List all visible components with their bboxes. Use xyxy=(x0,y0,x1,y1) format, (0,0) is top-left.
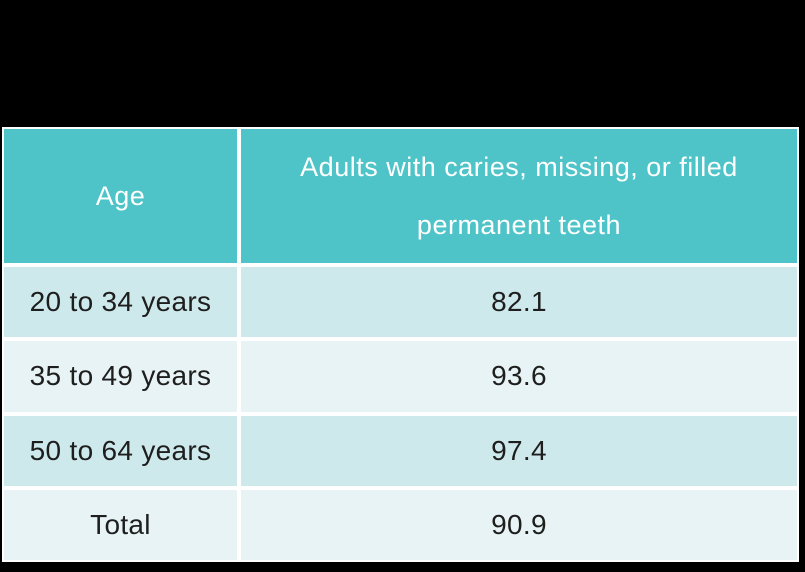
value-header-label: Adults with caries, missing, or filled p… xyxy=(300,151,738,240)
age-cell: Total xyxy=(4,489,237,560)
age-header-cell: Age xyxy=(4,129,237,263)
value-cell: 90.9 xyxy=(241,489,797,560)
age-label: 35 to 49 years xyxy=(29,360,212,392)
value-cell: 93.6 xyxy=(241,341,797,412)
value-label: 97.4 xyxy=(491,434,547,466)
value-label: 82.1 xyxy=(491,286,547,318)
bottom-strip xyxy=(0,562,805,572)
age-cell: 35 to 49 years xyxy=(4,341,237,412)
top-banner xyxy=(0,0,805,127)
value-cell: 82.1 xyxy=(241,267,797,338)
age-header-label: Age xyxy=(95,180,146,211)
data-table: Age Adults with caries, missing, or fill… xyxy=(2,127,799,562)
age-label: Total xyxy=(90,508,151,540)
value-header-cell: Adults with caries, missing, or filled p… xyxy=(241,129,797,263)
value-cell: 97.4 xyxy=(241,415,797,486)
age-cell: 50 to 64 years xyxy=(4,415,237,486)
age-label: 50 to 64 years xyxy=(29,434,212,466)
value-label: 93.6 xyxy=(491,360,547,392)
age-cell: 20 to 34 years xyxy=(4,267,237,338)
value-label: 90.9 xyxy=(491,508,547,540)
age-label: 20 to 34 years xyxy=(29,286,212,318)
